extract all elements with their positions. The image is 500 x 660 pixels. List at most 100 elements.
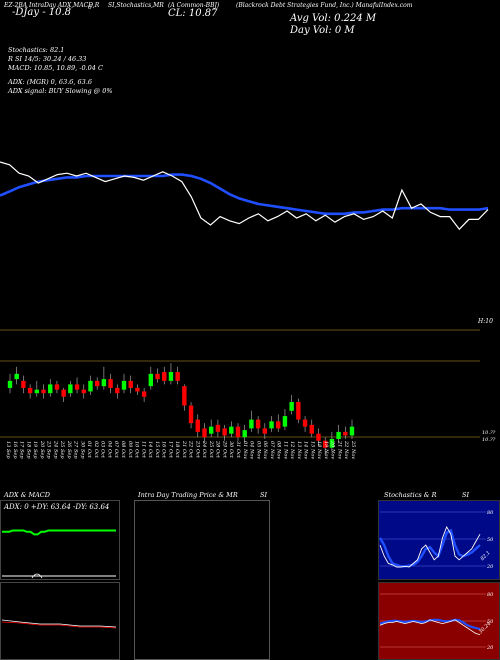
main-price-chart: 13 Sep 16 Sep 17 Sep 18 Sep 19 Sep 20 Sep 23 S… [0, 161, 489, 459]
date-label: 22 Nov [343, 440, 349, 459]
date-label: 30 Sep [79, 441, 85, 459]
rsi-tick-50: 50 [487, 619, 494, 625]
header-title-1: EZ-2BA IntraDay ADX,MACD,R [4, 2, 100, 9]
date-label: 18 Nov [316, 441, 322, 459]
macd-line [1, 619, 117, 628]
candle-body [276, 421, 281, 429]
adx-panel-title: ADX & MACD [4, 491, 50, 499]
header-avg-vol: Avg Vol: 0.224 M [290, 13, 377, 24]
candle-body [54, 384, 60, 390]
candle-body [34, 389, 40, 394]
date-label: 08 Oct [120, 441, 126, 459]
candle-body [322, 440, 328, 448]
header-close: CL: 10.87 [168, 8, 218, 19]
header-title-3: (A Common-BBJ) [168, 2, 220, 9]
date-label: 14 Oct [147, 441, 153, 459]
date-label: 27 Sep [73, 440, 79, 459]
candle-body [41, 389, 46, 394]
candle-body [208, 426, 214, 434]
date-label: 21 Oct [181, 440, 187, 459]
stochastics-readout: Stochastics: 82.1 [8, 46, 65, 54]
candle-body [121, 380, 127, 390]
header-day-vol: Day Vol: 0 M [290, 25, 355, 36]
macd-signal-line [1, 621, 117, 629]
adx-bump [31, 573, 43, 579]
rsi-blue-line [379, 618, 481, 631]
candle-body [242, 430, 247, 438]
candle-body [343, 431, 348, 436]
header-title-2: SI,Stochastics,MR [108, 2, 164, 9]
candle-body [195, 419, 200, 432]
date-label: 07 Oct [113, 441, 119, 459]
date-label: 19 Nov [323, 441, 329, 459]
date-label: 01 Oct [86, 441, 92, 459]
candle-body [108, 379, 113, 388]
header-title-n: 6 [88, 4, 92, 11]
candle-body [101, 379, 107, 387]
adx-readout: ADX: (MGR) 0, 63.6, 63.6 [8, 78, 93, 86]
date-label: 17 Oct [167, 441, 173, 459]
stoch-panel-title: Stochastics & R [384, 491, 437, 499]
date-label: 07 Nov [269, 441, 275, 459]
candle-body [262, 428, 268, 434]
date-label: 24 Sep [52, 440, 58, 459]
close-line [0, 161, 489, 231]
date-label: 23 Sep [46, 440, 52, 459]
date-label: 16 Sep [12, 441, 18, 459]
candle-body [88, 380, 93, 392]
date-label: 21 Nov [336, 440, 342, 459]
header-subtitle: -DJay - 10.8 [12, 7, 72, 18]
date-label: 03 Oct [100, 441, 106, 459]
candle-body [21, 380, 26, 388]
candle-body [329, 438, 335, 448]
date-label: 24 Oct [201, 440, 207, 459]
date-label: 20 Nov [330, 440, 336, 459]
candle-body [188, 405, 194, 424]
date-label: 18 Oct [174, 441, 180, 459]
rsi-white-line [379, 619, 481, 635]
candle-body [182, 386, 187, 406]
date-label: 26 Sep [66, 440, 72, 459]
adx-panel-readout: ADX: 0 +DY: 63.64 -DY: 63.64 [4, 503, 110, 511]
stoch-tick-80: 80 [487, 510, 494, 516]
candle-body [162, 372, 167, 381]
date-label: 09 Oct [127, 441, 133, 459]
rsi-tick-20: 20 [487, 645, 494, 651]
date-label: 02 Oct [93, 441, 99, 459]
candle-body [141, 391, 147, 397]
date-label: 01 Nov [242, 441, 248, 459]
candle-body [269, 421, 274, 429]
candle-body [229, 426, 234, 434]
candle-body [48, 384, 53, 394]
date-label: 28 Oct [215, 440, 221, 459]
candle-body [302, 419, 308, 427]
stoch-white-line [379, 525, 481, 568]
date-label: 06 Nov [262, 441, 268, 459]
date-label: 04 Oct [106, 441, 112, 459]
adx-panel [0, 500, 120, 580]
date-label: 15 Nov [309, 441, 315, 459]
date-label: 25 Sep [59, 440, 65, 459]
candle-body [7, 380, 13, 388]
ma-line [0, 173, 489, 216]
rsi-readout: R SI 14/5: 30.24 / 46.33 [8, 55, 87, 63]
date-label: 20 Sep [39, 440, 45, 459]
candle-body [255, 419, 261, 429]
date-label: 12 Nov [289, 441, 295, 459]
date-label: 30 Oct [228, 441, 234, 459]
candle-body [74, 384, 80, 390]
candle-body [222, 428, 227, 436]
candle-body [289, 402, 294, 411]
date-label: 18 Sep [25, 441, 31, 459]
candle-body [249, 419, 254, 429]
candle-body [128, 380, 133, 388]
candle-body [94, 380, 100, 387]
candle-body [61, 389, 66, 397]
date-label: 05 Nov [255, 441, 261, 459]
candle-body [135, 387, 140, 392]
candle-body [349, 426, 355, 436]
price-label-low: 10.?? [482, 430, 496, 436]
stoch-tick-20: 20 [487, 564, 494, 570]
candle-body [14, 373, 19, 380]
